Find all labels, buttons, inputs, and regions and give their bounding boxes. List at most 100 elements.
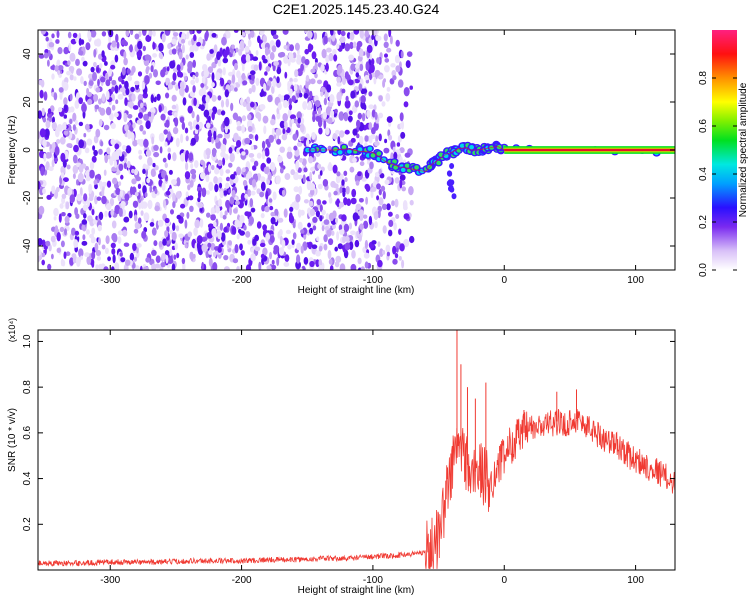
noise-speck [299,157,304,163]
noise-speck [114,143,120,150]
noise-speck [291,95,296,103]
noise-speck [403,238,410,248]
y-tick-label: 0 [22,147,33,153]
noise-speck [129,44,133,53]
noise-speck [236,120,241,127]
noise-speck [132,105,139,110]
noise-speck [73,239,79,248]
noise-speck [216,226,221,231]
noise-speck [185,33,190,40]
noise-speck [72,112,77,122]
noise-speck [181,257,186,265]
noise-speck [43,152,47,162]
noise-speck [152,30,156,37]
noise-speck [384,138,388,144]
noise-speck [295,260,301,270]
noise-speck [118,181,122,187]
noise-speck [142,92,148,99]
noise-speck [98,98,102,105]
colorbar-gradient [712,30,737,270]
noise-speck [101,188,105,197]
track-core [341,145,347,150]
noise-speck [150,168,156,177]
noise-speck [350,137,356,143]
noise-speck [180,152,185,162]
y-tick-label: -40 [22,238,33,253]
noise-speck [41,259,45,266]
noise-speck [134,256,137,262]
noise-speck [170,209,174,215]
noise-speck [366,44,373,54]
noise-speck [270,264,277,270]
noise-speck [382,250,386,255]
noise-speck [56,30,60,39]
noise-speck [131,65,136,73]
noise-speck [357,257,362,265]
noise-speck [375,135,379,143]
noise-speck [368,91,373,97]
noise-speck [384,53,388,58]
noise-speck [132,122,136,129]
noise-speck [95,215,99,221]
noise-speck [152,41,156,50]
noise-speck [164,230,169,238]
noise-speck [53,157,59,163]
noise-speck [310,166,316,172]
noise-speck [161,181,166,191]
noise-speck [139,124,144,132]
noise-speck [51,142,56,151]
noise-speck [255,77,260,86]
noise-speck [90,30,97,38]
noise-speck [271,127,275,137]
noise-speck [222,137,227,146]
noise-speck [42,139,47,148]
noise-speck [60,240,65,248]
noise-speck [110,64,116,70]
noise-speck [328,258,333,265]
noise-speck [105,90,110,101]
noise-speck [256,152,262,159]
colorbar: 0.0 0.2 0.4 0.6 0.8 Normalized spectral ampl… [698,30,749,277]
noise-speck [205,148,211,156]
noise-speck [303,92,309,99]
noise-speck [355,203,362,210]
noise-speck [340,30,346,37]
noise-speck [131,168,135,174]
noise-speck [363,252,370,259]
noise-speck [383,33,388,42]
noise-speck [75,257,82,264]
noise-speck [310,68,316,74]
noise-speck [158,179,163,187]
noise-speck [250,253,256,262]
noise-speck [165,119,170,128]
noise-speck [405,60,411,69]
noise-speck [395,65,401,73]
noise-speck [104,247,109,254]
noise-speck [296,254,301,264]
noise-speck [251,179,257,188]
noise-speck [79,187,83,197]
noise-speck [118,207,123,217]
noise-speck [321,209,326,216]
noise-speck [292,232,297,240]
track-blob [446,170,452,177]
noise-speck [213,176,219,184]
noise-speck [112,234,118,243]
noise-speck [336,76,341,83]
noise-speck [172,32,179,37]
noise-speck [242,101,247,108]
noise-speck [206,231,213,239]
noise-speck [364,261,369,269]
noise-speck [388,229,393,237]
noise-speck [311,51,317,60]
noise-speck [373,30,378,36]
noise-speck [368,135,373,144]
noise-speck [343,170,348,176]
noise-speck [187,184,191,191]
noise-speck [294,148,300,157]
noise-speck [289,44,294,52]
noise-speck [172,72,177,81]
noise-speck [331,224,336,230]
noise-speck [111,86,115,93]
